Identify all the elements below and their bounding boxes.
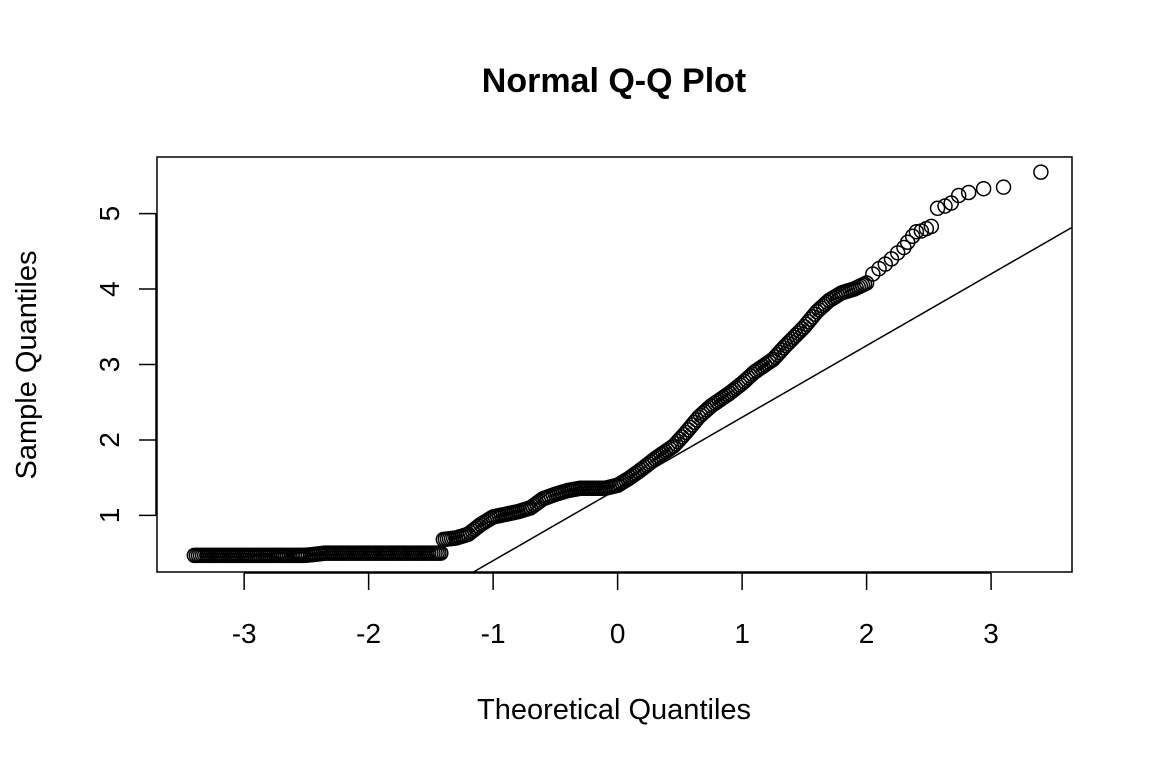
x-tick-label: 0 [610, 618, 626, 649]
data-point [896, 239, 912, 256]
y-axis: 1 2 3 4 5 [94, 206, 157, 524]
y-tick-label: 2 [94, 432, 125, 448]
x-axis: -3 -2 -1 0 1 2 3 [232, 572, 999, 649]
x-tick-label: -2 [356, 618, 381, 649]
y-tick-label: 5 [94, 206, 125, 222]
x-tick-label: -1 [481, 618, 506, 649]
x-tick-label: 2 [859, 618, 875, 649]
data-point [950, 187, 967, 204]
data-point [995, 179, 1012, 195]
data-point [1033, 164, 1049, 180]
data-point [960, 184, 977, 201]
x-tick-label: 3 [983, 618, 999, 649]
reference-line [473, 226, 1073, 573]
chart-title: Normal Q-Q Plot [482, 62, 746, 100]
x-tick-label: 1 [734, 618, 750, 649]
y-tick-label: 4 [94, 281, 125, 297]
data-point [923, 218, 940, 235]
points-layer [186, 164, 1049, 564]
x-tick-label: -3 [232, 618, 257, 649]
data-point [904, 228, 921, 244]
y-tick-label: 3 [94, 357, 125, 373]
y-axis-label: Sample Quantiles [11, 251, 43, 480]
data-point [929, 200, 946, 217]
y-tick-label: 1 [94, 508, 125, 524]
x-axis-label: Theoretical Quantiles [477, 694, 751, 726]
data-point [908, 223, 925, 240]
data-point [975, 180, 992, 197]
plot-frame [156, 156, 1073, 573]
